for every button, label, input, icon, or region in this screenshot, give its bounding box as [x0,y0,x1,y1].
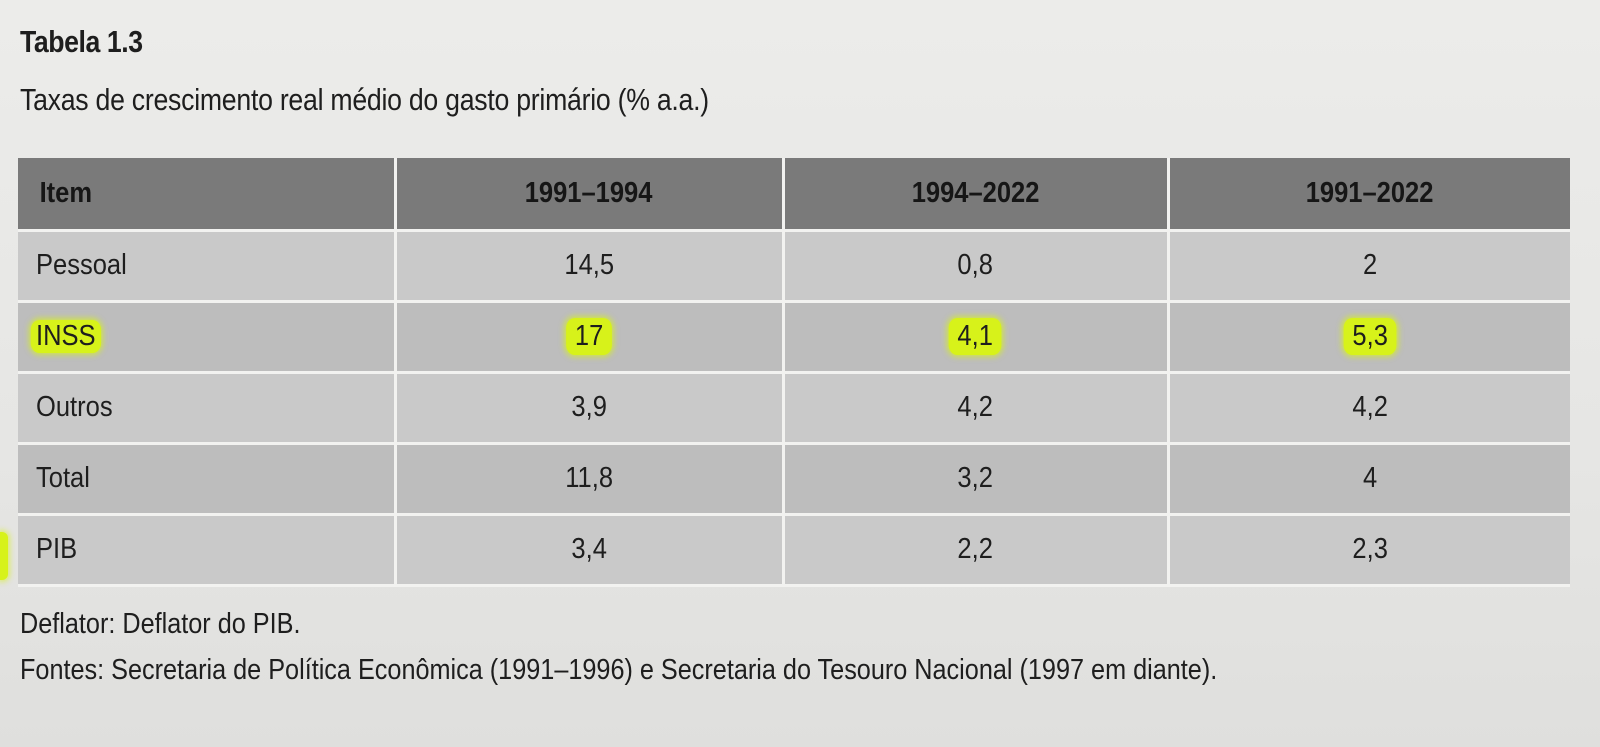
highlighted-value: 4,1 [948,318,1003,355]
growth-rates-table: Item 1991–1994 1994–2022 1991–2022 Pesso… [18,158,1570,587]
table-row-pessoal: Pessoal 14,5 0,8 2 [18,230,1570,303]
table-row-pib: PIB 3,4 2,2 2,3 [18,514,1570,587]
row-label: PIB [18,514,397,587]
cell-value: 11,8 [395,443,785,516]
row-label: Outros [18,372,397,445]
cell-value: 0,8 [783,230,1170,303]
cell-value: 4,2 [783,372,1170,445]
cell-value: 3,9 [395,372,785,445]
cell-value: 14,5 [395,230,785,303]
cell-value: 4 [1168,443,1570,516]
cell-value: 17 [395,301,785,374]
table-row-total: Total 11,8 3,2 4 [18,443,1570,516]
header-1991-1994: 1991–1994 [395,158,785,232]
cell-value: 4,2 [1168,372,1570,445]
table-row-inss: INSS 17 4,1 5,3 [18,301,1570,374]
row-label: INSS [18,301,397,374]
table-title: Taxas de crescimento real médio do gasto… [20,82,709,117]
sources-note: Fontes: Secretaria de Política Econômica… [20,654,1218,686]
header-item: Item [18,158,397,232]
row-label: Pessoal [18,230,397,303]
cell-value: 3,4 [395,514,785,587]
table-row-outros: Outros 3,9 4,2 4,2 [18,372,1570,445]
highlighted-label: INSS [30,320,101,353]
highlighted-value: 17 [565,318,612,355]
row-label: Total [18,443,397,516]
cell-value: 5,3 [1168,301,1570,374]
deflator-note: Deflator: Deflator do PIB. [20,608,301,640]
cell-value: 2 [1168,230,1570,303]
cell-value: 3,2 [783,443,1170,516]
cell-value: 2,3 [1168,514,1570,587]
highlighted-value: 5,3 [1343,318,1397,355]
header-1994-2022: 1994–2022 [783,158,1170,232]
header-1991-2022: 1991–2022 [1168,158,1570,232]
cell-value: 4,1 [783,301,1170,374]
highlighter-mark [0,532,8,580]
table-number: Tabela 1.3 [20,24,143,59]
cell-value: 2,2 [783,514,1170,587]
table-header-row: Item 1991–1994 1994–2022 1991–2022 [18,158,1570,232]
